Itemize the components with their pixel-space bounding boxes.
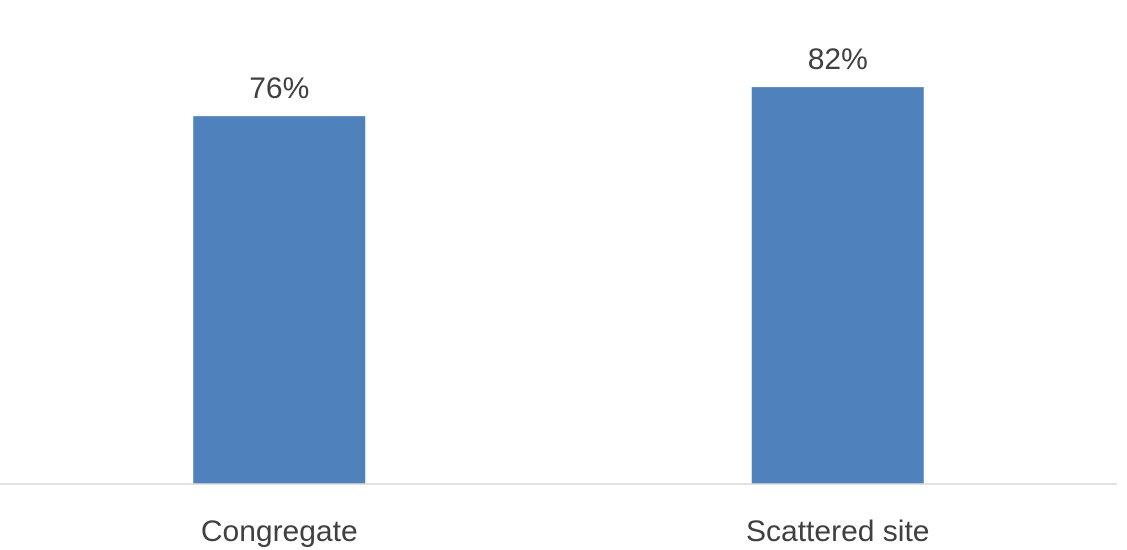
x-tick-labels-group: Congregate Scattered site: [201, 515, 930, 548]
bar-congregate: [193, 116, 366, 484]
data-labels-group: 76% 82%: [249, 43, 868, 105]
data-label: 76%: [249, 72, 309, 105]
data-label: 82%: [808, 43, 868, 76]
x-tick-label: Congregate: [201, 515, 358, 548]
x-tick-label: Scattered site: [746, 515, 929, 548]
bars-group: [193, 87, 924, 485]
bar-scattered-site: [751, 87, 924, 485]
